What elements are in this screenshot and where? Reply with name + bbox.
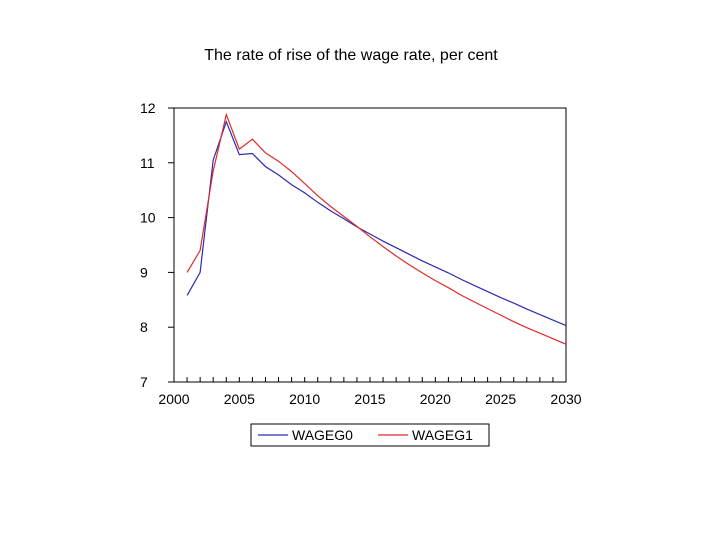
chart-title: The rate of rise of the wage rate, per c…: [204, 47, 498, 64]
x-tick-label: 2015: [354, 391, 385, 407]
y-tick-label: 9: [140, 264, 148, 280]
plot-frame: [173, 107, 567, 383]
y-tick-label: 7: [140, 374, 148, 390]
y-tick-label: 12: [140, 100, 156, 116]
series-group: [186, 112, 567, 345]
axes: 7 8 9 10 11 12 2000 2005 2010 2015 2020 2025 2030: [140, 100, 582, 407]
x-tick-label: 2020: [420, 391, 451, 407]
x-tick-label: 2005: [224, 391, 255, 407]
legend-label-wageg0: WAGEG0: [292, 427, 353, 443]
y-tick-label: 10: [140, 210, 156, 226]
legend: WAGEG0 WAGEG1: [250, 423, 490, 447]
x-tick-label: 2030: [550, 391, 581, 407]
x-tick-label: 2000: [158, 391, 189, 407]
x-tick-label: 2025: [485, 391, 516, 407]
series-line-wageg1: [186, 112, 567, 345]
legend-box: [250, 423, 490, 447]
x-tick-label: 2010: [289, 391, 320, 407]
legend-label-wageg1: WAGEG1: [412, 427, 473, 443]
y-tick-label: 8: [140, 319, 148, 335]
y-tick-label: 11: [140, 155, 155, 171]
series-line-wageg0: [186, 119, 567, 327]
